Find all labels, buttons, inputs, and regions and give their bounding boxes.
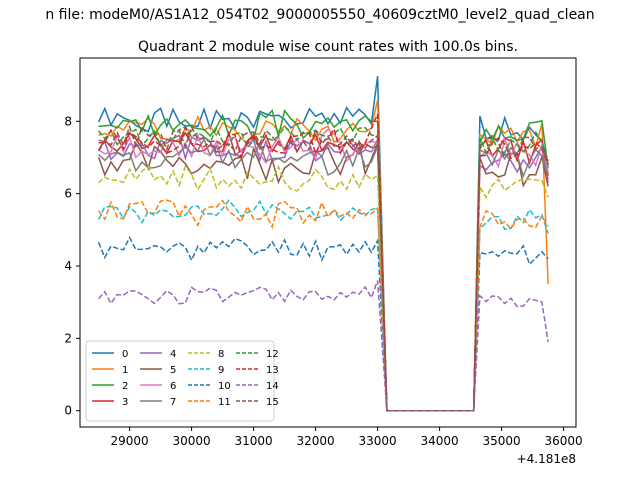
x-tick-label: 32000 <box>297 434 335 448</box>
x-tick-label: 35000 <box>483 434 521 448</box>
series-line-4 <box>98 134 549 412</box>
plot-area <box>79 57 577 428</box>
series-line-14 <box>98 280 549 412</box>
series-line-7 <box>98 137 549 412</box>
series-line-2 <box>98 108 549 412</box>
legend-label-13: 13 <box>266 365 279 376</box>
plot-lines <box>97 76 549 412</box>
x-tick-label: 33000 <box>359 434 397 448</box>
series-line-8 <box>98 164 549 412</box>
legend-label-7: 7 <box>170 397 176 408</box>
x-tick-label: 31000 <box>235 434 273 448</box>
x-tick-label: 34000 <box>421 434 459 448</box>
y-tick-label: 0 <box>64 404 72 418</box>
y-tick-label: 8 <box>64 114 72 128</box>
legend-label-0: 0 <box>122 349 128 360</box>
series-line-1 <box>98 99 549 412</box>
series-line-11 <box>97 199 549 412</box>
legend-label-8: 8 <box>218 349 224 360</box>
legend-label-14: 14 <box>266 381 279 392</box>
legend-label-5: 5 <box>170 365 176 376</box>
y-tick-label: 6 <box>64 187 72 201</box>
legend-label-6: 6 <box>170 381 176 392</box>
legend-box <box>85 340 275 422</box>
legend-label-1: 1 <box>122 365 128 376</box>
x-axis: 29000 30000 31000 32000 33000 34000 35000 36000 <box>111 427 583 448</box>
figure-suptitle: n file: modeM0/AS1A12_054T02_9000005550_… <box>45 7 594 23</box>
legend-label-10: 10 <box>218 381 231 392</box>
legend-label-4: 4 <box>170 349 176 360</box>
series-line-0 <box>97 76 549 412</box>
legend-label-3: 3 <box>122 397 128 408</box>
series-line-12 <box>98 125 549 412</box>
y-axis: 0 2 4 6 8 <box>64 114 80 418</box>
x-tick-label: 30000 <box>173 434 211 448</box>
legend-label-15: 15 <box>266 397 279 408</box>
x-tick-label: 29000 <box>111 434 149 448</box>
chart-title: Quadrant 2 module wise count rates with … <box>138 39 518 55</box>
y-tick-label: 4 <box>64 259 72 273</box>
legend-label-9: 9 <box>218 365 224 376</box>
legend-label-12: 12 <box>266 349 279 360</box>
series-line-13 <box>98 113 549 412</box>
legend-label-11: 11 <box>218 397 231 408</box>
x-offset-text: +4.181e8 <box>517 452 576 466</box>
x-tick-label: 36000 <box>545 434 583 448</box>
series-line-9 <box>97 199 549 412</box>
series-line-10 <box>97 235 549 412</box>
y-tick-label: 2 <box>64 331 72 345</box>
legend-label-2: 2 <box>122 381 128 392</box>
